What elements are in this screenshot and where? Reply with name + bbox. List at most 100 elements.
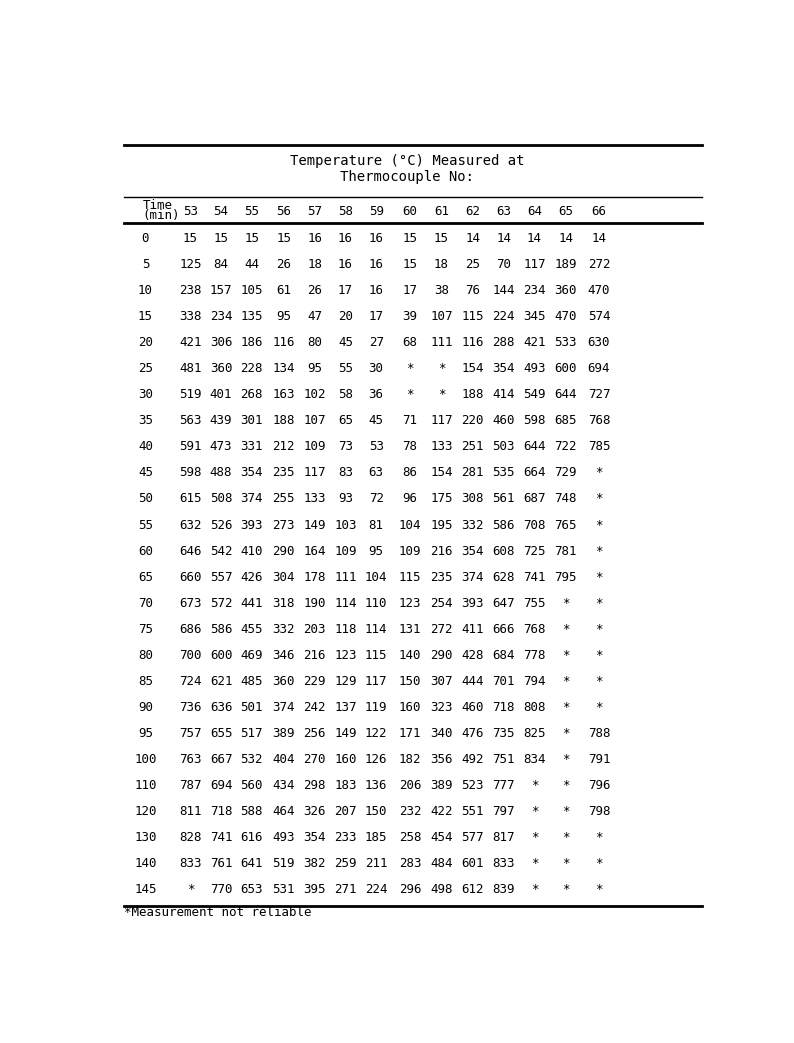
Text: 115: 115 — [365, 649, 387, 661]
Text: 632: 632 — [179, 518, 202, 532]
Text: 60: 60 — [403, 204, 418, 218]
Text: 122: 122 — [365, 727, 387, 739]
Text: 598: 598 — [523, 414, 545, 428]
Text: 694: 694 — [210, 779, 233, 792]
Text: 189: 189 — [554, 258, 577, 271]
Text: 126: 126 — [365, 753, 387, 766]
Text: 356: 356 — [430, 753, 453, 766]
Text: 68: 68 — [403, 336, 418, 349]
Text: 95: 95 — [307, 362, 322, 375]
Text: 14: 14 — [592, 233, 607, 245]
Text: 741: 741 — [523, 571, 545, 584]
Text: 382: 382 — [303, 857, 326, 870]
Text: 90: 90 — [138, 701, 153, 713]
Text: 724: 724 — [179, 675, 202, 687]
Text: *: * — [407, 362, 414, 375]
Text: 493: 493 — [272, 831, 295, 844]
Text: 469: 469 — [241, 649, 263, 661]
Text: 30: 30 — [138, 388, 153, 402]
Text: 551: 551 — [461, 805, 484, 818]
Text: *: * — [530, 831, 538, 844]
Text: 16: 16 — [368, 258, 384, 271]
Text: 130: 130 — [134, 831, 156, 844]
Text: 290: 290 — [430, 649, 453, 661]
Text: 574: 574 — [588, 310, 610, 323]
Text: 834: 834 — [523, 753, 545, 766]
Text: 207: 207 — [334, 805, 357, 818]
Text: 190: 190 — [303, 597, 326, 609]
Text: 533: 533 — [554, 336, 577, 349]
Text: 308: 308 — [461, 492, 484, 506]
Text: 444: 444 — [461, 675, 484, 687]
Text: 535: 535 — [492, 466, 515, 480]
Text: 736: 736 — [179, 701, 202, 713]
Text: 526: 526 — [210, 518, 233, 532]
Text: 234: 234 — [523, 284, 545, 297]
Text: 164: 164 — [303, 544, 326, 558]
Text: 63: 63 — [368, 466, 384, 480]
Text: *: * — [562, 805, 569, 818]
Text: 667: 667 — [210, 753, 233, 766]
Text: 794: 794 — [523, 675, 545, 687]
Text: 75: 75 — [138, 623, 153, 635]
Text: 16: 16 — [368, 233, 384, 245]
Text: 96: 96 — [403, 492, 418, 506]
Text: 281: 281 — [461, 466, 484, 480]
Text: 160: 160 — [399, 701, 422, 713]
Text: 557: 557 — [210, 571, 233, 584]
Text: 254: 254 — [430, 597, 453, 609]
Text: 100: 100 — [134, 753, 156, 766]
Text: 58: 58 — [338, 388, 353, 402]
Text: 229: 229 — [303, 675, 326, 687]
Text: 653: 653 — [241, 883, 263, 896]
Text: 301: 301 — [241, 414, 263, 428]
Text: 25: 25 — [138, 362, 153, 375]
Text: 111: 111 — [430, 336, 453, 349]
Text: *: * — [530, 805, 538, 818]
Text: *: * — [437, 362, 445, 375]
Text: 154: 154 — [430, 466, 453, 480]
Text: 616: 616 — [241, 831, 263, 844]
Text: 283: 283 — [399, 857, 422, 870]
Text: 206: 206 — [399, 779, 422, 792]
Text: 154: 154 — [461, 362, 484, 375]
Text: 757: 757 — [179, 727, 202, 739]
Text: *: * — [562, 727, 569, 739]
Text: 808: 808 — [523, 701, 545, 713]
Text: 104: 104 — [365, 571, 387, 584]
Text: *: * — [562, 701, 569, 713]
Text: 59: 59 — [368, 204, 384, 218]
Text: *: * — [530, 857, 538, 870]
Text: 242: 242 — [303, 701, 326, 713]
Text: 233: 233 — [334, 831, 357, 844]
Text: 163: 163 — [272, 388, 295, 402]
Text: 700: 700 — [179, 649, 202, 661]
Text: 644: 644 — [554, 388, 577, 402]
Text: 104: 104 — [399, 518, 422, 532]
Text: 78: 78 — [403, 440, 418, 454]
Text: 354: 354 — [461, 544, 484, 558]
Text: 434: 434 — [272, 779, 295, 792]
Text: *: * — [530, 883, 538, 896]
Text: 83: 83 — [338, 466, 353, 480]
Text: 577: 577 — [461, 831, 484, 844]
Text: 636: 636 — [210, 701, 233, 713]
Text: 601: 601 — [461, 857, 484, 870]
Text: 53: 53 — [183, 204, 198, 218]
Text: 439: 439 — [210, 414, 233, 428]
Text: 517: 517 — [241, 727, 263, 739]
Text: 212: 212 — [272, 440, 295, 454]
Text: 26: 26 — [307, 284, 322, 297]
Text: 58: 58 — [338, 204, 353, 218]
Text: 224: 224 — [365, 883, 387, 896]
Text: 117: 117 — [365, 675, 387, 687]
Text: 765: 765 — [554, 518, 577, 532]
Text: 258: 258 — [399, 831, 422, 844]
Text: 454: 454 — [430, 831, 453, 844]
Text: 16: 16 — [307, 233, 322, 245]
Text: 346: 346 — [272, 649, 295, 661]
Text: 811: 811 — [179, 805, 202, 818]
Text: 542: 542 — [210, 544, 233, 558]
Text: 123: 123 — [334, 649, 357, 661]
Text: 117: 117 — [303, 466, 326, 480]
